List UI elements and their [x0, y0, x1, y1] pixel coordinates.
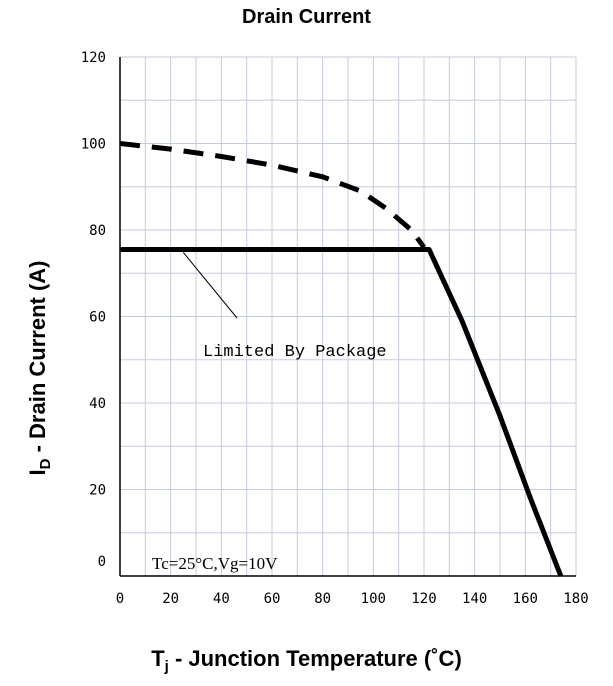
- x-tick-label: 180: [563, 591, 588, 607]
- y-tick-label: 100: [81, 137, 106, 153]
- solid-curve: [120, 246, 564, 577]
- x-tick-label: 20: [162, 591, 179, 607]
- annotation-test-conditions: Tc=25°C,Vg=10V: [152, 554, 278, 573]
- y-tick-label: 120: [81, 50, 106, 66]
- y-tick-label: 60: [89, 310, 106, 326]
- x-tick-label: 40: [213, 591, 230, 607]
- x-tick-label: 120: [411, 591, 436, 607]
- grid: [120, 57, 576, 576]
- y-tick-label: 0: [98, 554, 106, 570]
- x-axis-label: Tj - Junction Temperature (˚C): [0, 646, 613, 675]
- x-tick-label: 60: [264, 591, 281, 607]
- x-axis-label-rest: - Junction Temperature (˚C): [168, 646, 462, 671]
- x-axis-label-sub: j: [164, 658, 169, 675]
- series-lines: [119, 141, 564, 577]
- y-tick-label: 80: [89, 223, 106, 239]
- x-tick-label: 80: [314, 591, 331, 607]
- x-tick-label: 100: [361, 591, 386, 607]
- x-tick-label: 0: [116, 591, 124, 607]
- x-tick-label: 140: [462, 591, 487, 607]
- annotations: Limited By Package Tc=25°C,Vg=10V: [152, 252, 387, 573]
- y-tick-label: 40: [89, 396, 106, 412]
- annotation-limited-by-package: Limited By Package: [203, 343, 387, 362]
- tick-labels: 0 20 40 60 80 100 120 140 160 180 0 20 40 60 80 100 120: [81, 50, 589, 607]
- dashed-curve: [119, 141, 427, 249]
- x-tick-label: 160: [513, 591, 538, 607]
- y-tick-label: 20: [89, 483, 106, 499]
- chart-title: Drain Current: [242, 6, 371, 28]
- annotation-pointer-line: [182, 252, 238, 319]
- x-axis-label-main: T: [151, 646, 165, 671]
